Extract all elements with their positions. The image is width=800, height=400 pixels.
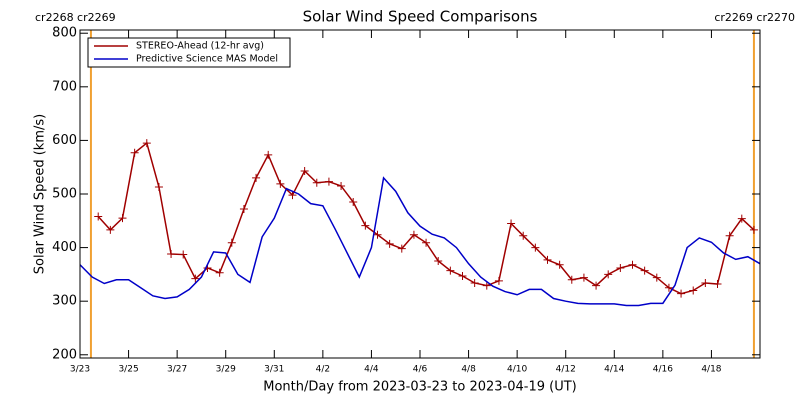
data-point bbox=[713, 280, 722, 289]
annotation: cr2268 cr2269 bbox=[35, 11, 116, 24]
data-point bbox=[604, 270, 613, 279]
y-tick-label: 200 bbox=[52, 347, 77, 362]
data-point bbox=[628, 260, 637, 269]
x-tick-label: 3/25 bbox=[118, 365, 138, 375]
data-point bbox=[385, 239, 394, 248]
data-point bbox=[106, 225, 115, 234]
x-tick-label: 3/27 bbox=[167, 365, 187, 375]
data-point bbox=[130, 148, 139, 157]
x-tick-label: 4/8 bbox=[461, 365, 476, 375]
x-tick-label: 4/18 bbox=[701, 365, 721, 375]
data-point bbox=[252, 173, 261, 182]
data-point bbox=[482, 281, 491, 290]
data-point bbox=[749, 225, 758, 234]
data-point bbox=[446, 266, 455, 275]
data-point bbox=[118, 214, 127, 223]
x-axis-label: Month/Day from 2023-03-23 to 2023-04-19 … bbox=[263, 380, 576, 395]
x-tick-label: 4/6 bbox=[413, 365, 428, 375]
data-point bbox=[276, 179, 285, 188]
data-point bbox=[652, 273, 661, 282]
data-point bbox=[640, 266, 649, 275]
data-point bbox=[494, 276, 503, 285]
data-point bbox=[239, 205, 248, 214]
data-point bbox=[458, 272, 467, 280]
data-point bbox=[434, 256, 443, 265]
data-point bbox=[94, 212, 103, 221]
annotation: cr2269 cr2270 bbox=[714, 11, 795, 24]
y-tick-label: 800 bbox=[52, 26, 77, 41]
data-point bbox=[154, 183, 163, 192]
data-point bbox=[312, 178, 321, 187]
data-point bbox=[470, 278, 479, 287]
legend-box bbox=[87, 37, 291, 68]
y-tick-label: 600 bbox=[52, 133, 77, 148]
data-point bbox=[409, 230, 418, 239]
data-point bbox=[227, 238, 236, 247]
data-point bbox=[264, 150, 273, 159]
data-point bbox=[592, 281, 601, 290]
data-point bbox=[179, 250, 188, 259]
series-line bbox=[79, 176, 761, 307]
data-point bbox=[579, 273, 588, 282]
data-point bbox=[701, 278, 710, 287]
data-point bbox=[677, 289, 686, 298]
x-tick-label: 4/16 bbox=[653, 365, 673, 375]
data-point bbox=[737, 214, 746, 223]
data-point bbox=[543, 255, 552, 264]
x-tick-label: 3/29 bbox=[216, 365, 236, 375]
data-point bbox=[616, 263, 625, 272]
data-point bbox=[422, 238, 431, 247]
y-tick-label: 500 bbox=[52, 187, 77, 202]
data-point bbox=[337, 181, 346, 190]
data-point bbox=[142, 139, 151, 148]
data-point bbox=[324, 177, 333, 186]
data-point bbox=[215, 268, 224, 277]
plot-frame bbox=[79, 29, 761, 359]
x-tick-label: 4/2 bbox=[316, 365, 330, 375]
y-tick-label: 700 bbox=[52, 79, 77, 94]
data-point bbox=[288, 191, 297, 200]
data-point bbox=[397, 244, 406, 253]
data-point bbox=[664, 283, 673, 292]
y-tick-label: 400 bbox=[52, 240, 77, 255]
x-tick-label: 3/23 bbox=[70, 365, 90, 375]
x-tick-label: 4/4 bbox=[364, 365, 379, 375]
x-tick-label: 4/14 bbox=[604, 365, 624, 375]
chart-title: Solar Wind Speed Comparisons bbox=[303, 8, 538, 26]
x-tick-label: 3/31 bbox=[264, 365, 284, 375]
data-point bbox=[689, 286, 698, 295]
y-axis-label: Solar Wind Speed (km/s) bbox=[33, 114, 48, 274]
data-point bbox=[555, 260, 564, 269]
data-point bbox=[531, 243, 540, 252]
legend-label: STEREO-Ahead (12-hr avg) bbox=[136, 41, 264, 52]
data-point bbox=[519, 231, 528, 240]
data-point bbox=[361, 221, 370, 230]
x-tick-label: 4/10 bbox=[507, 365, 527, 375]
data-point bbox=[725, 231, 734, 240]
data-point bbox=[567, 275, 576, 284]
data-point bbox=[300, 166, 309, 175]
data-point bbox=[167, 250, 176, 259]
x-tick-label: 4/12 bbox=[556, 365, 576, 375]
data-point bbox=[191, 274, 200, 283]
data-point bbox=[349, 198, 358, 207]
legend-label: Predictive Science MAS Model bbox=[136, 54, 278, 65]
data-point bbox=[507, 219, 516, 228]
y-tick-label: 300 bbox=[52, 294, 77, 309]
data-point bbox=[373, 230, 382, 239]
